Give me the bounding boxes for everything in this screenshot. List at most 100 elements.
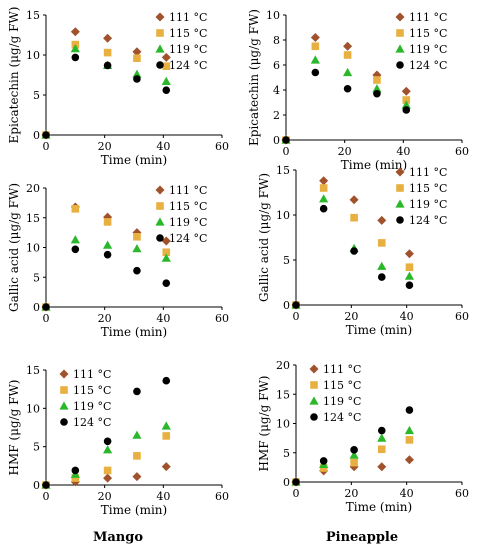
x-axis-label: Time (min) [341, 158, 407, 172]
legend-marker [310, 413, 318, 421]
legend-label: 115 °C [169, 200, 207, 213]
legend-label: 119 °C [73, 400, 111, 413]
legend-marker [155, 44, 165, 53]
y-tick-label: 10 [26, 242, 40, 255]
panel-4: 0 5 10 15 0 20 40 60 Time (min) Gallic acid (μg/g… [257, 164, 469, 337]
y-tick-label: 20 [276, 359, 290, 372]
y-tick-label: 10 [26, 402, 40, 415]
x-tick-label: 60 [455, 487, 469, 500]
y-tick-label: 0 [283, 476, 290, 489]
legend-label: 111 °C [73, 368, 111, 381]
legend-label: 119 °C [169, 216, 207, 229]
data-point [404, 425, 415, 435]
legend-marker [395, 167, 405, 177]
x-axis-label: Time (min) [101, 153, 167, 167]
y-tick-label: 4 [273, 84, 280, 97]
caption-pineapple: Pineapple [326, 530, 398, 545]
y-tick-label: 6 [273, 59, 280, 72]
legend-marker [309, 396, 319, 405]
data-point [319, 176, 329, 186]
x-tick-label: 20 [344, 310, 358, 323]
legend-label: 124 °C [169, 59, 207, 72]
data-point [343, 51, 352, 59]
legend-marker [156, 29, 164, 37]
legend-label: 115 °C [169, 27, 207, 40]
y-tick-label: 0 [283, 299, 290, 312]
x-tick-label: 20 [98, 312, 112, 325]
x-axis-label: Time (min) [346, 323, 412, 337]
data-point [161, 52, 171, 62]
legend-marker [60, 386, 68, 394]
data-point [162, 86, 171, 94]
x-axis-label: Time (min) [101, 325, 167, 339]
x-tick-label: 60 [215, 490, 229, 503]
data-point [343, 84, 352, 93]
data-point [311, 68, 320, 77]
legend-marker [156, 234, 164, 242]
legend-label: 115 °C [73, 384, 111, 397]
data-point [42, 481, 50, 489]
data-point [319, 457, 328, 465]
legend-marker [395, 44, 405, 53]
y-axis-label: HMF (μg/g FW) [257, 376, 271, 472]
y-tick-label: 0 [33, 301, 40, 314]
data-point [70, 44, 80, 53]
x-tick-label: 0 [43, 140, 50, 153]
y-tick-label: 5 [283, 447, 290, 460]
data-point [377, 273, 386, 281]
x-tick-label: 0 [43, 490, 50, 503]
legend: 111 °C 115 °C 119 °C 124 °C [395, 166, 447, 227]
data-point [310, 33, 320, 42]
y-tick-label: 15 [276, 164, 290, 177]
data-point [103, 240, 113, 249]
data-point [310, 55, 320, 64]
data-point [161, 421, 171, 430]
data-point [377, 462, 387, 472]
legend-marker [59, 401, 69, 410]
legend-label: 119 °C [323, 395, 361, 408]
y-tick-label: 15 [276, 388, 290, 401]
y-tick-label: 10 [26, 49, 40, 62]
data-point [70, 27, 80, 37]
y-axis-label: Gallic acid (μg/g FW) [7, 183, 21, 312]
data-point [133, 266, 141, 275]
y-tick-label: 5 [33, 271, 40, 284]
x-tick-label: 0 [293, 487, 300, 500]
data-point [133, 232, 141, 241]
x-tick-label: 40 [156, 140, 170, 153]
y-axis-label: Epicatechin (μg/g FW) [7, 7, 21, 144]
data-point [402, 106, 411, 114]
x-tick-label: 40 [156, 312, 170, 325]
data-point [373, 76, 381, 84]
legend-label: 115 °C [409, 27, 447, 40]
data-point [292, 478, 300, 486]
legend-marker [156, 202, 164, 210]
data-point [132, 244, 142, 253]
legend-label: 119 °C [169, 43, 207, 56]
data-point [161, 76, 171, 85]
data-point [373, 89, 381, 98]
x-tick-label: 60 [215, 140, 229, 153]
data-point [401, 100, 411, 109]
data-point [70, 235, 80, 244]
data-point [404, 271, 415, 280]
data-point [103, 218, 112, 226]
legend-label: 111 °C [323, 363, 361, 376]
data-point [161, 462, 171, 472]
data-point [103, 473, 113, 483]
data-point [350, 213, 358, 222]
x-tick-label: 40 [400, 487, 414, 500]
data-point [71, 245, 80, 254]
legend-marker [155, 217, 165, 226]
data-point [377, 261, 387, 270]
data-point [292, 301, 300, 309]
y-tick-label: 8 [273, 34, 280, 47]
legend-marker [309, 364, 319, 374]
legend: 111 °C 115 °C 119 °C 124 °C [155, 184, 207, 245]
x-tick-label: 40 [156, 490, 170, 503]
data-point [103, 48, 112, 57]
data-point [71, 474, 80, 482]
data-point [133, 452, 141, 460]
legend-label: 111 °C [169, 184, 207, 197]
x-tick-label: 60 [215, 312, 229, 325]
